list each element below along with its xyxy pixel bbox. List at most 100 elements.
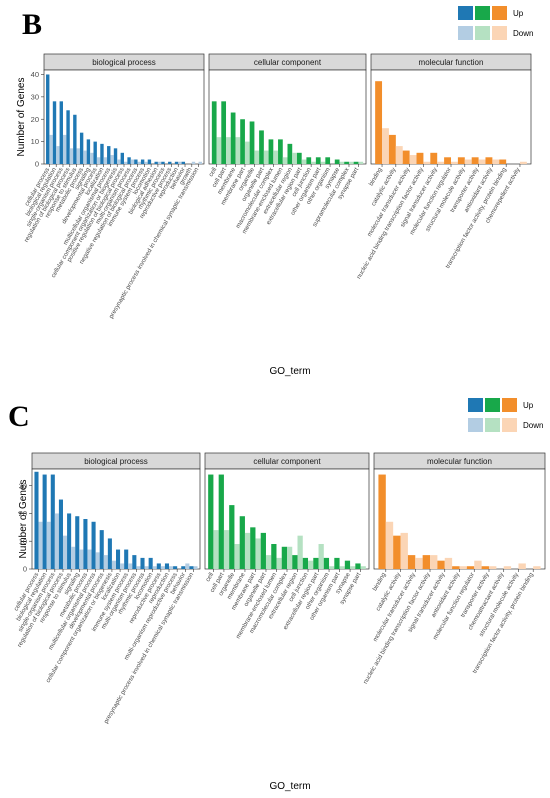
bar-up bbox=[67, 513, 72, 569]
bar-down bbox=[263, 150, 269, 164]
bar-down bbox=[533, 566, 541, 569]
bar-down bbox=[273, 150, 279, 164]
bar-up bbox=[164, 563, 170, 569]
bar-down bbox=[191, 161, 196, 164]
bar-down bbox=[409, 155, 417, 164]
bar-up bbox=[393, 535, 401, 569]
bar-down bbox=[488, 566, 497, 569]
bar-down bbox=[244, 141, 250, 164]
bar-up bbox=[59, 101, 63, 164]
bar-up bbox=[52, 101, 57, 164]
bar-down bbox=[103, 555, 108, 569]
bar-down bbox=[56, 146, 60, 164]
bar-up bbox=[58, 499, 63, 569]
bar-up bbox=[485, 157, 493, 164]
bar-down bbox=[430, 555, 438, 569]
bar-down bbox=[178, 161, 182, 164]
bar-down bbox=[128, 563, 133, 569]
bar-down bbox=[395, 146, 403, 164]
bar-up bbox=[124, 549, 129, 569]
bar-down bbox=[193, 566, 198, 569]
bar-up bbox=[249, 121, 255, 164]
bar-up bbox=[355, 563, 361, 569]
bar-down bbox=[478, 159, 486, 164]
bar-up bbox=[148, 557, 153, 569]
y-axis-title: Number of Genes bbox=[18, 480, 29, 559]
facet-title: biological process bbox=[84, 457, 148, 466]
legend-label-up: Up bbox=[513, 9, 524, 18]
bar-up bbox=[260, 532, 266, 569]
legend-swatch-up bbox=[492, 6, 507, 20]
bar-up bbox=[437, 560, 445, 569]
bar-down bbox=[423, 161, 431, 164]
bar-up bbox=[107, 146, 111, 164]
facet-title: cellular component bbox=[253, 457, 321, 466]
bar-down bbox=[226, 137, 231, 164]
bar-up bbox=[113, 148, 118, 164]
bar-up bbox=[230, 112, 236, 164]
bar-down bbox=[46, 521, 51, 569]
bar-up bbox=[457, 157, 465, 164]
legend-swatch-down bbox=[468, 418, 483, 432]
bar-up bbox=[375, 81, 383, 164]
bar-down bbox=[492, 159, 500, 164]
bar-down bbox=[54, 513, 59, 569]
bar-up bbox=[134, 159, 138, 164]
y-tick-label: 0 bbox=[35, 160, 39, 169]
y-tick-label: 30 bbox=[19, 481, 27, 490]
bar-up bbox=[499, 159, 507, 164]
bar-up bbox=[240, 119, 245, 164]
bar-down bbox=[79, 549, 84, 569]
bar-down bbox=[120, 563, 125, 569]
bar-down bbox=[297, 535, 303, 569]
bar-down bbox=[360, 566, 366, 569]
x-tick-label: cell bbox=[208, 167, 219, 179]
bar-down bbox=[400, 532, 408, 569]
bar-down bbox=[265, 555, 272, 569]
bar-up bbox=[120, 152, 124, 164]
bar-down bbox=[474, 560, 482, 569]
bar-down bbox=[76, 148, 80, 164]
bar-up bbox=[140, 557, 145, 569]
bar-down bbox=[518, 563, 526, 569]
bar-up bbox=[281, 546, 287, 569]
bar-up bbox=[189, 566, 194, 569]
bar-down bbox=[282, 157, 288, 164]
legend-label-down: Down bbox=[523, 421, 543, 430]
legend-swatch-down bbox=[475, 26, 490, 40]
bar-up bbox=[83, 519, 88, 569]
legend-swatch-up bbox=[485, 398, 500, 412]
bar-down bbox=[444, 557, 453, 569]
bar-up bbox=[313, 557, 319, 569]
y-tick-label: 10 bbox=[19, 537, 27, 546]
bar-down bbox=[234, 544, 240, 569]
bar-down bbox=[348, 161, 354, 164]
bar-down bbox=[503, 566, 512, 569]
panel-letter: B bbox=[22, 8, 42, 41]
bar-up bbox=[471, 157, 479, 164]
y-tick-label: 0 bbox=[23, 565, 27, 574]
bar-down bbox=[49, 134, 53, 164]
bar-down bbox=[169, 566, 174, 569]
bar-down bbox=[62, 535, 68, 569]
bar-up bbox=[378, 474, 386, 569]
bar-down bbox=[254, 150, 260, 164]
legend-label-down: Down bbox=[513, 29, 533, 38]
y-tick-label: 10 bbox=[31, 137, 39, 146]
bar-up bbox=[402, 150, 410, 164]
bar-up bbox=[75, 516, 80, 569]
bar-up bbox=[99, 530, 104, 569]
bar-down bbox=[124, 161, 128, 164]
y-axis-title: Number of Genes bbox=[16, 78, 27, 157]
bar-down bbox=[350, 566, 356, 569]
bar-up bbox=[116, 549, 121, 569]
bar-up bbox=[325, 157, 331, 164]
bar-up bbox=[259, 130, 264, 164]
bar-down bbox=[311, 161, 316, 164]
bar-down bbox=[244, 532, 251, 569]
bar-down bbox=[38, 521, 43, 569]
